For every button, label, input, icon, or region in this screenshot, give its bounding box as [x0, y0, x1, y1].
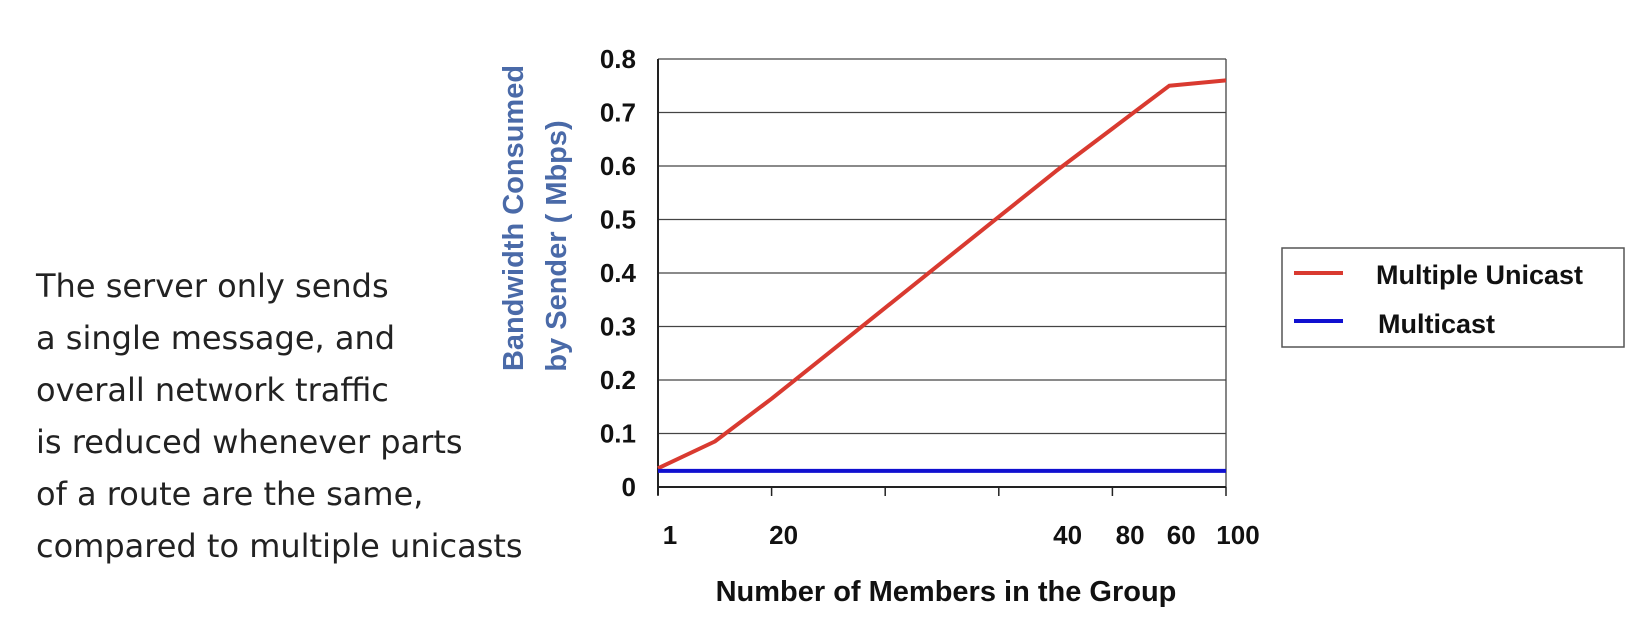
y-tick-label: 0.6	[600, 151, 636, 181]
y-tick-label: 0.1	[600, 419, 636, 449]
legend: Multiple Unicast Multicast	[1281, 247, 1625, 348]
x-tick-label: 40	[1053, 520, 1082, 550]
caption-line: is reduced whenever parts	[36, 423, 463, 461]
legend-box	[1281, 247, 1625, 348]
y-tick-label: 0.3	[600, 312, 636, 342]
legend-label-multicast: Multicast	[1378, 309, 1495, 339]
caption-line: of a route are the same,	[36, 475, 424, 513]
x-tick-label: 100	[1216, 520, 1259, 550]
x-axis-ticks: 1 20 40 80 60 100	[657, 487, 1260, 550]
series-line-multiple-unicast	[657, 78, 1227, 471]
series-lines	[657, 78, 1227, 473]
legend-label-multiple-unicast: Multiple Unicast	[1376, 260, 1583, 290]
x-tick-label: 60	[1167, 520, 1196, 550]
grid-lines	[658, 111, 1226, 435]
x-axis-title: Number of Members in the Group	[716, 576, 1177, 608]
y-tick-label: 0.7	[600, 98, 636, 128]
y-tick-label: 0.2	[600, 365, 636, 395]
caption-text: The server only sends a single message, …	[36, 260, 596, 572]
y-tick-label: 0.4	[600, 258, 637, 288]
x-tick-label: 20	[769, 520, 798, 550]
plot-frame	[657, 58, 1227, 495]
y-tick-label: 0	[622, 472, 636, 502]
caption-line: The server only sends	[36, 267, 389, 305]
caption-line: overall network traffic	[36, 371, 389, 409]
y-axis-title-line-2: by Sender ( Mbps)	[541, 120, 573, 371]
y-axis-ticks: 0.8 0.7 0.6 0.5 0.4 0.3 0.2 0.1 0	[600, 44, 637, 502]
caption-line: a single message, and	[36, 319, 396, 357]
y-axis-title-line-1: Bandwidth Consumed	[498, 65, 530, 371]
y-tick-label: 0.8	[600, 44, 636, 74]
x-tick-label: 80	[1116, 520, 1145, 550]
y-tick-label: 0.5	[600, 205, 636, 235]
caption-line: compared to multiple unicasts	[36, 527, 523, 565]
x-tick-label: 1	[663, 520, 677, 550]
